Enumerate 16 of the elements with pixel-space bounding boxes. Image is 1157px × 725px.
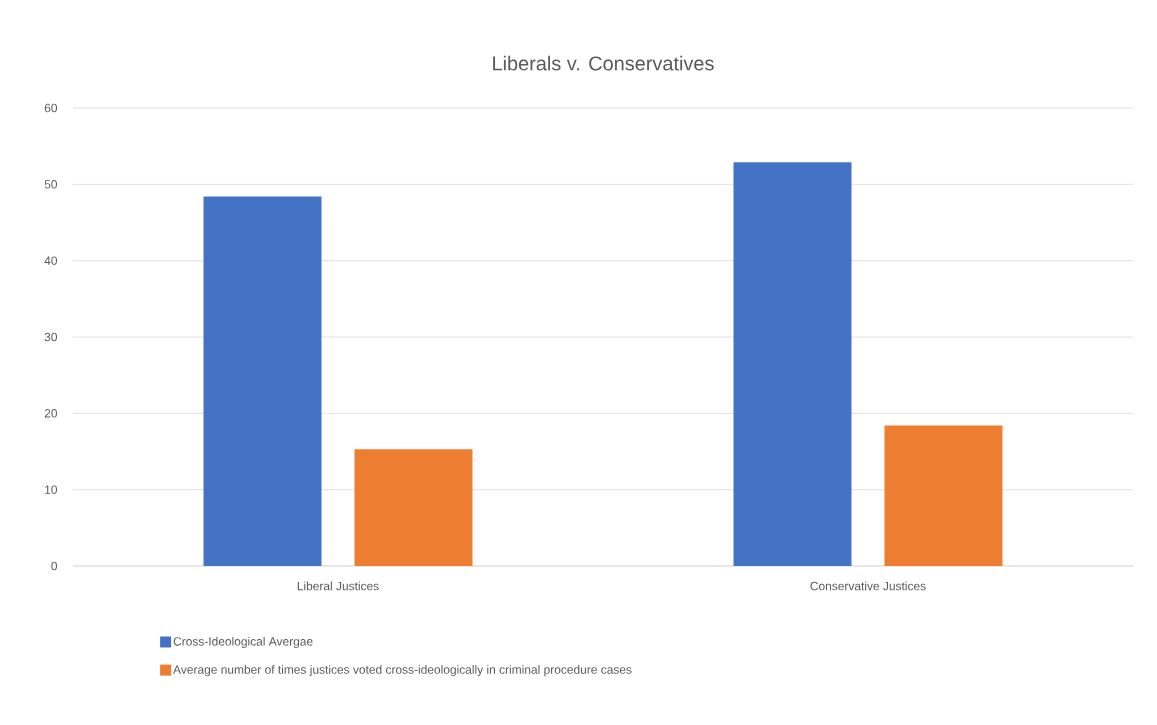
bar (203, 196, 322, 566)
y-tick-label: 40 (44, 256, 58, 265)
y-tick-label: 20 (44, 409, 58, 418)
legend-label: Cross-Ideological Avergae (173, 636, 313, 649)
bar (884, 425, 1003, 566)
y-tick-label: 0 (51, 561, 58, 571)
chart-title: Liberals v. Conservatives (493, 55, 714, 71)
y-tick-label: 30 (44, 332, 58, 342)
y-tick-label: 60 (44, 103, 58, 113)
x-tick-label: Liberal Justices (297, 581, 379, 591)
y-tick-label: 50 (44, 180, 58, 189)
x-tick-label: Conservative Justices (810, 581, 926, 591)
bar (354, 449, 473, 566)
y-tick-label: 10 (45, 485, 58, 494)
legend-label: Average number of times justices voted cross-ideologically in criminal procedure cases (173, 665, 632, 677)
bar (733, 162, 852, 566)
